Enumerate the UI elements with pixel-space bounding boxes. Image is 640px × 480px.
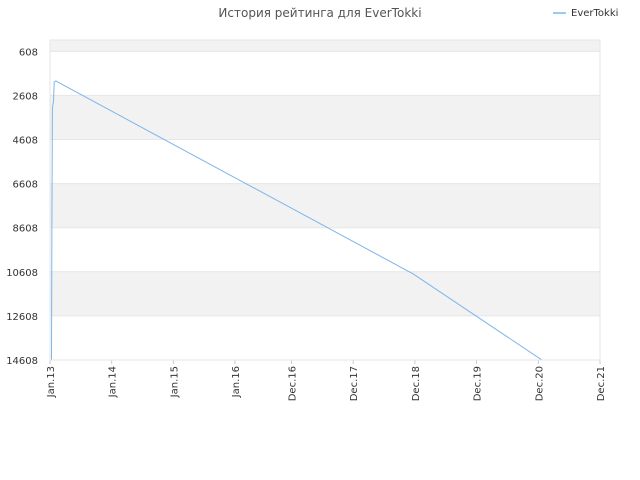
- plot-band: [50, 95, 600, 140]
- x-tick-label: Dec.19: [473, 366, 484, 401]
- x-tick-label: Jan.16: [231, 366, 242, 398]
- x-tick-label: Jan.15: [169, 366, 180, 398]
- legend-label-evertokki: EverTokki: [571, 8, 618, 19]
- x-tick-label: Jan.13: [46, 366, 57, 398]
- plot-band: [50, 183, 600, 228]
- x-tick-label: Dec.17: [349, 366, 360, 401]
- plot-band: [50, 139, 600, 184]
- plot-frame: [49, 39, 601, 361]
- y-axis-ticks: 608 2608 4608 6608 8608 10608 12608 14608: [6, 47, 38, 367]
- y-tick-label: 10608: [6, 268, 38, 279]
- plot-band: [50, 315, 600, 360]
- y-tick-label: 6608: [13, 180, 38, 191]
- x-tick-label: Dec.18: [411, 366, 422, 401]
- plot-band: [50, 51, 600, 96]
- y-tick-label: 4608: [13, 136, 38, 147]
- y-tick-label: 8608: [13, 224, 38, 235]
- x-tick-label: Dec.16: [288, 366, 299, 401]
- series-layer: [51, 80, 542, 361]
- plot-band: [50, 271, 600, 316]
- x-axis-ticks: Jan.13 Jan.14 Jan.15 Jan.16 Dec.16 Dec.17 Dec.…: [46, 360, 607, 401]
- y-tick-label: 2608: [13, 91, 38, 102]
- series-line-evertokki: [51, 80, 542, 361]
- y-tick-label: 14608: [6, 356, 38, 367]
- plot-background-bands: [50, 40, 600, 360]
- plot-band: [50, 40, 600, 52]
- plot-band: [50, 227, 600, 272]
- y-tick-label: 608: [19, 47, 38, 58]
- chart-title: История рейтинга для EverTokki: [218, 6, 421, 20]
- x-tick-label: Dec.21: [596, 366, 607, 401]
- x-tick-label: Dec.20: [534, 366, 545, 401]
- y-tick-label: 12608: [6, 312, 38, 323]
- x-tick-label: Jan.14: [108, 366, 119, 398]
- legend[interactable]: EverTokki: [553, 8, 618, 19]
